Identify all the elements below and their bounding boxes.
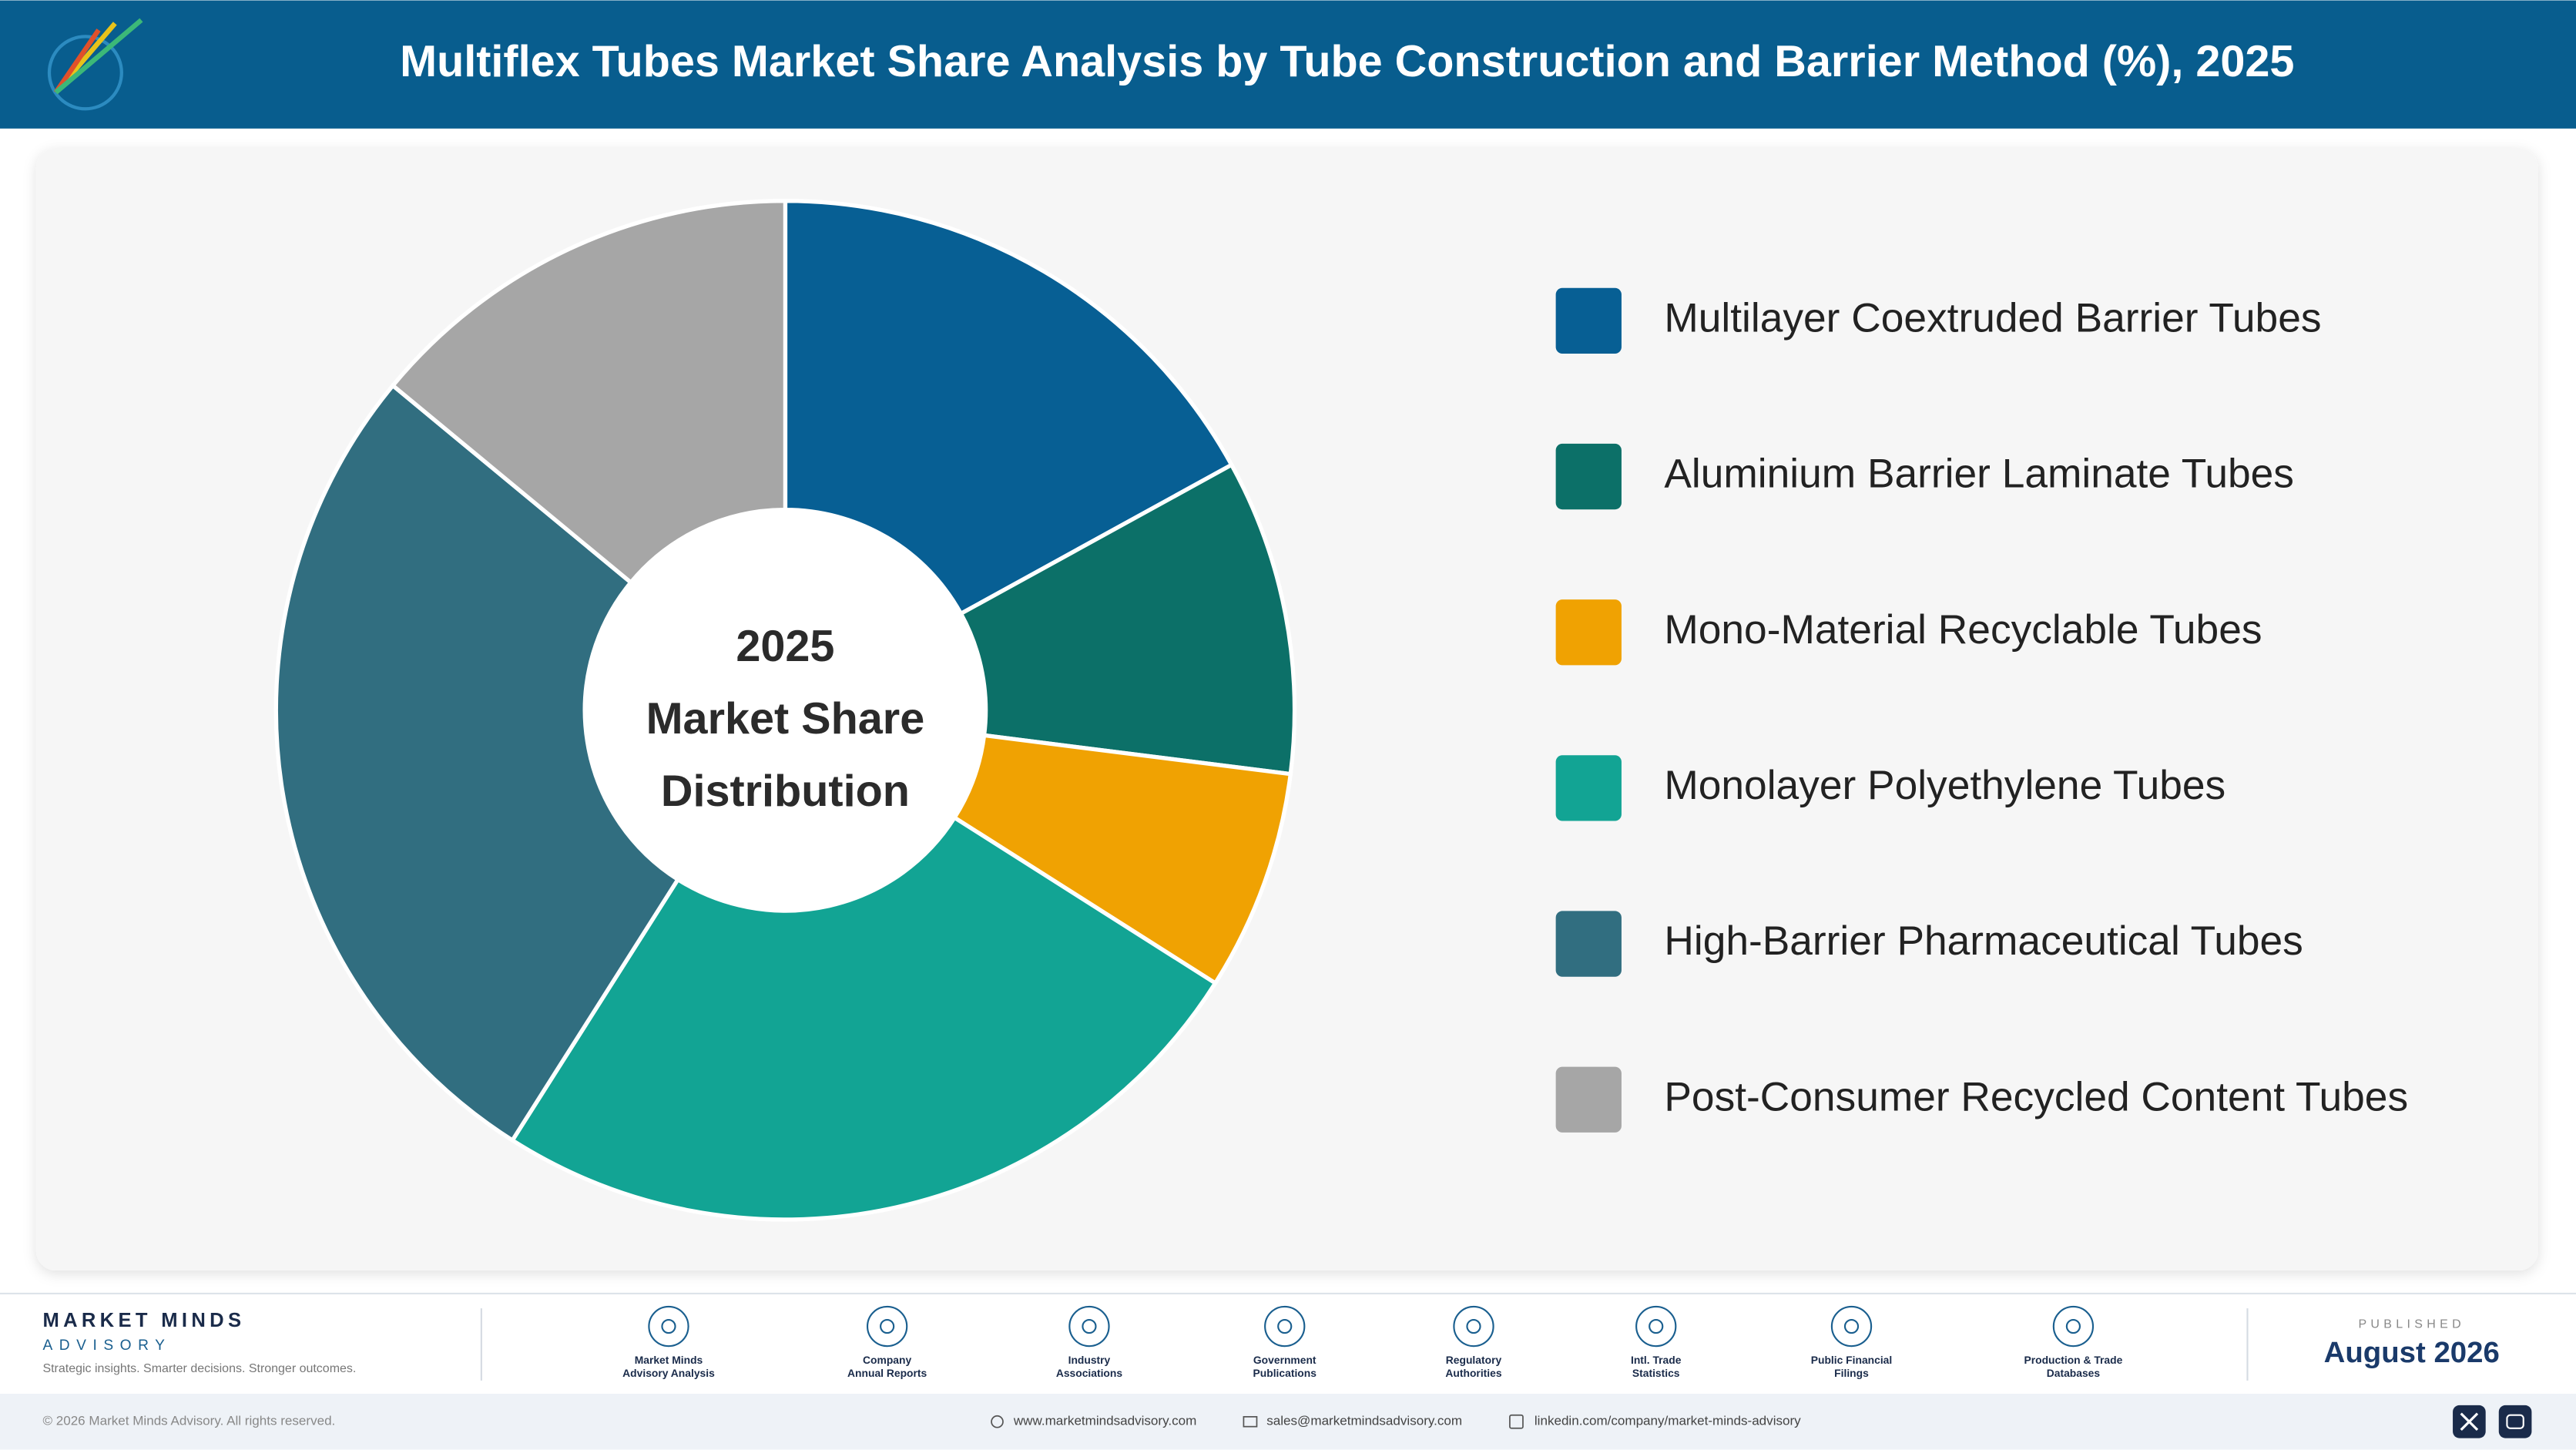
web-icon bbox=[991, 1415, 1004, 1428]
source-icon bbox=[2052, 1305, 2095, 1348]
mail-icon bbox=[1243, 1415, 1258, 1428]
email[interactable]: sales@marketmindsadvisory.com bbox=[1266, 1414, 1462, 1428]
donut: 2025 Market Share Distribution bbox=[273, 199, 1297, 1222]
legend-label: Mono-Material Recyclable Tubes bbox=[1664, 607, 2262, 653]
legend-label: High-Barrier Pharmaceutical Tubes bbox=[1664, 918, 2303, 964]
legend-label: Monolayer Polyethylene Tubes bbox=[1664, 763, 2225, 808]
source-label: Government bbox=[1253, 1354, 1317, 1366]
published-label: PUBLISHED bbox=[2358, 1318, 2465, 1331]
source-label: Filings bbox=[1834, 1367, 1869, 1379]
legend-swatch bbox=[1555, 287, 1622, 354]
linkedin[interactable]: linkedin.com/company/market-minds-adviso… bbox=[1535, 1414, 1801, 1428]
source-label: Databases bbox=[2047, 1367, 2101, 1379]
source-icon bbox=[1635, 1305, 1677, 1348]
legend-swatch bbox=[1555, 1066, 1622, 1133]
legend-label: Multilayer Coextruded Barrier Tubes bbox=[1664, 295, 2321, 341]
center-label: 2025 bbox=[736, 622, 834, 671]
chart-title: Multiflex Tubes Market Share Analysis by… bbox=[400, 37, 2294, 86]
source-label: Authorities bbox=[1445, 1367, 1501, 1379]
published-date: August 2026 bbox=[2324, 1336, 2500, 1369]
footer-strip bbox=[0, 1393, 2576, 1450]
source-icon bbox=[1264, 1305, 1306, 1348]
donut-hole bbox=[585, 509, 986, 911]
header-bar bbox=[0, 0, 2576, 129]
source-icon-dot bbox=[1277, 1318, 1293, 1334]
x-icon bbox=[2460, 1412, 2479, 1432]
youtube-icon bbox=[2506, 1414, 2524, 1429]
source-label: Statistics bbox=[1632, 1367, 1680, 1379]
center-label: Market Share bbox=[646, 694, 925, 743]
source-label: Associations bbox=[1056, 1367, 1123, 1379]
legend-label: Post-Consumer Recycled Content Tubes bbox=[1664, 1074, 2408, 1119]
linkedin-icon bbox=[1509, 1414, 1524, 1429]
logo bbox=[47, 18, 143, 111]
source-icon bbox=[1830, 1305, 1873, 1348]
source-icon-dot bbox=[880, 1318, 895, 1334]
source-icon-dot bbox=[1466, 1318, 1481, 1334]
brand-sub: ADVISORY bbox=[42, 1338, 171, 1354]
source-label: Regulatory bbox=[1446, 1354, 1502, 1366]
source-label: Production & Trade bbox=[2024, 1354, 2122, 1366]
source-icon-dot bbox=[2065, 1318, 2081, 1334]
source-icon bbox=[866, 1305, 908, 1348]
source-icon bbox=[648, 1305, 689, 1348]
source-icon bbox=[1068, 1305, 1110, 1348]
source-label: Advisory Analysis bbox=[622, 1367, 715, 1379]
source-label: Annual Reports bbox=[847, 1367, 927, 1379]
center-label: Distribution bbox=[661, 767, 910, 816]
source-label: Public Financial bbox=[1811, 1354, 1893, 1366]
legend-swatch bbox=[1555, 599, 1622, 666]
legend-swatch bbox=[1555, 755, 1622, 821]
source-icon-dot bbox=[1649, 1318, 1664, 1334]
source-label: Publications bbox=[1253, 1367, 1317, 1379]
source-icon bbox=[1453, 1305, 1494, 1348]
legend-label: Aluminium Barrier Laminate Tubes bbox=[1664, 451, 2294, 497]
copyright: © 2026 Market Minds Advisory. All rights… bbox=[42, 1414, 335, 1428]
source-icon-dot bbox=[1082, 1318, 1097, 1334]
source-label: Industry bbox=[1068, 1354, 1111, 1366]
website[interactable]: www.marketmindsadvisory.com bbox=[1013, 1414, 1196, 1428]
source-label: Company bbox=[863, 1354, 911, 1366]
source-label: Intl. Trade bbox=[1631, 1354, 1682, 1366]
youtube-button[interactable] bbox=[2498, 1405, 2532, 1438]
legend: Multilayer Coextruded Barrier Tubes Alumi… bbox=[1555, 287, 2408, 1133]
tagline: Strategic insights. Smarter decisions. S… bbox=[42, 1362, 356, 1375]
source-icon-dot bbox=[1843, 1318, 1860, 1334]
source-icon-dot bbox=[661, 1318, 676, 1334]
brand: MARKET MINDS bbox=[42, 1310, 245, 1331]
source-label: Market Minds bbox=[635, 1354, 703, 1366]
legend-swatch bbox=[1555, 911, 1622, 977]
legend-swatch bbox=[1555, 443, 1622, 510]
